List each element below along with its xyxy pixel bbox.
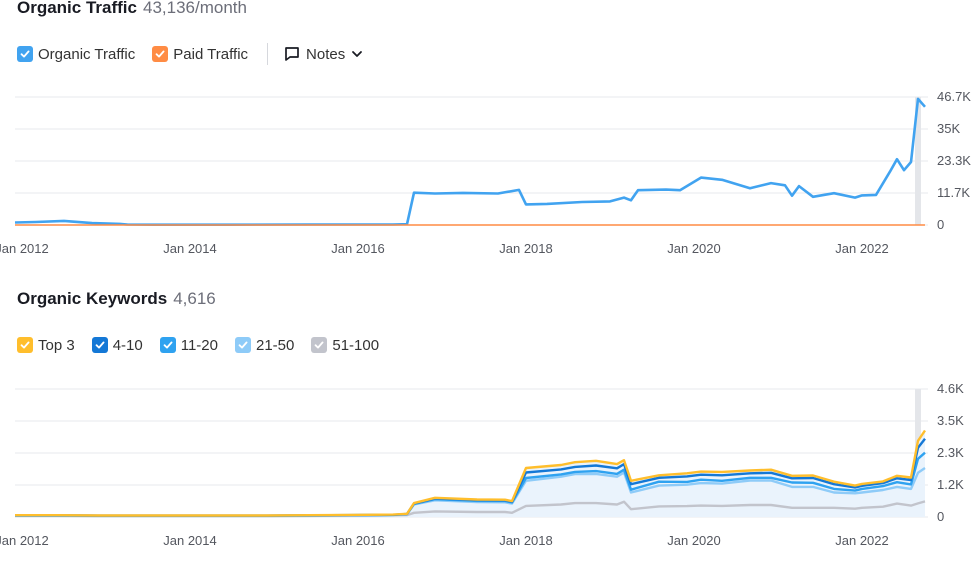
x-tick-label: Jan 2020 (667, 241, 721, 256)
legend-21-50[interactable]: 21-50 (235, 337, 294, 354)
checkbox-checked-icon[interactable] (235, 337, 251, 353)
legend-label: 21-50 (256, 336, 295, 354)
note-icon (285, 47, 299, 61)
legend-label: 11-20 (180, 336, 218, 354)
notes-label: Notes (306, 45, 346, 63)
y-tick-label: 3.5K (937, 413, 964, 428)
legend-51-100[interactable]: 51-100 (311, 337, 379, 354)
organic-traffic-chart[interactable]: 0 11.7K 23.3K 35K 46.7K Jan 2012 Jan 2014 Jan 2… (0, 85, 976, 260)
checkbox-checked-icon[interactable] (152, 46, 169, 62)
checkbox-checked-icon[interactable] (311, 337, 328, 353)
y-tick-label: 0 (937, 217, 944, 232)
checkbox-checked-icon[interactable] (159, 337, 176, 353)
legend-paid-traffic[interactable]: Paid Traffic (152, 46, 248, 63)
organic-keywords-value: 4,616 (173, 289, 216, 308)
organic-traffic-value: 43,136/month (142, 0, 247, 17)
y-tick-label: 23.3K (937, 153, 971, 168)
organic-traffic-title: Organic Traffic (17, 0, 137, 17)
traffic-legend: Organic Traffic Paid Traffic Notes (17, 43, 369, 65)
x-tick-label: Jan 2014 (163, 533, 217, 548)
y-tick-label: 1.2K (937, 477, 964, 492)
x-tick-label: Jan 2012 (0, 533, 49, 548)
legend-organic-traffic[interactable]: Organic Traffic (17, 46, 135, 63)
legend-4-10[interactable]: 4-10 (91, 336, 143, 354)
legend-label: Top 3 (38, 336, 75, 354)
x-tick-label: Jan 2016 (331, 241, 385, 256)
legend-label: 4-10 (112, 336, 143, 354)
legend-label: Paid Traffic (173, 45, 249, 63)
legend-top-3[interactable]: Top 3 (17, 337, 75, 354)
legend-divider (267, 43, 269, 65)
x-tick-label: Jan 2012 (0, 241, 49, 256)
y-tick-label: 4.6K (937, 381, 964, 396)
y-tick-label: 0 (937, 509, 944, 524)
organic-traffic-heading: Organic Traffic 43,136/month (17, 0, 247, 18)
legend-label: 51-100 (332, 336, 380, 354)
notes-dropdown[interactable]: Notes (284, 46, 369, 63)
chevron-down-icon (352, 51, 363, 57)
checkbox-checked-icon[interactable] (91, 337, 108, 353)
x-tick-label: Jan 2018 (499, 241, 553, 256)
x-tick-label: Jan 2020 (667, 533, 721, 548)
legend-11-20[interactable]: 11-20 (159, 336, 218, 354)
series-line-Top 3 (15, 429, 926, 517)
x-tick-label: Jan 2022 (835, 533, 889, 548)
organic-keywords-chart[interactable]: 0 1.2K 2.3K 3.5K 4.6K Jan 2012 Jan 2014 Jan 201… (0, 377, 976, 552)
x-tick-label: Jan 2014 (163, 241, 217, 256)
checkbox-checked-icon[interactable] (17, 46, 33, 62)
x-tick-label: Jan 2018 (499, 533, 553, 548)
y-tick-label: 35K (937, 121, 960, 136)
organic-keywords-heading: Organic Keywords 4,616 (17, 289, 216, 309)
checkbox-checked-icon[interactable] (17, 337, 33, 353)
stacked-area-fill (15, 430, 925, 517)
series-line-organic-traffic (14, 97, 926, 226)
x-tick-label: Jan 2016 (331, 533, 385, 548)
x-tick-label: Jan 2022 (835, 241, 889, 256)
organic-keywords-title: Organic Keywords (17, 289, 168, 308)
current-period-band (915, 97, 921, 225)
y-tick-label: 11.7K (937, 185, 970, 200)
legend-label: Organic Traffic (38, 45, 136, 63)
keywords-legend: Top 3 4-10 11-20 21-50 51-100 (17, 334, 396, 356)
y-tick-label: 46.7K (937, 89, 971, 104)
y-tick-label: 2.3K (937, 445, 964, 460)
